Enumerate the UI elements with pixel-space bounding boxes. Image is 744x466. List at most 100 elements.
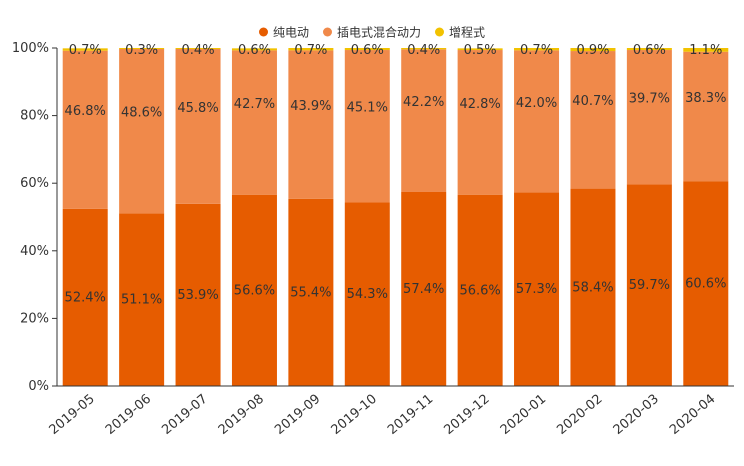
bar-segment bbox=[626, 50, 672, 185]
data-label: 43.9% bbox=[290, 99, 331, 114]
data-label: 58.4% bbox=[572, 280, 613, 295]
data-label: 46.8% bbox=[65, 104, 106, 119]
bars: 52.4% 46.8% 0.7% 51.1% 48.6% 0.3% 53.9% 45.8% 0.… bbox=[62, 43, 729, 386]
data-label: 42.7% bbox=[234, 97, 275, 112]
bar-segment bbox=[175, 49, 221, 204]
bar-segment bbox=[514, 192, 560, 386]
x-tick-label: 2019-07 bbox=[159, 392, 210, 438]
y-tick-label: 40% bbox=[20, 244, 49, 259]
bar-segment bbox=[683, 48, 729, 52]
bar-segment bbox=[62, 48, 108, 51]
bar-segment bbox=[401, 191, 447, 386]
data-label: 0.7% bbox=[294, 43, 327, 58]
legend-label: 增程式 bbox=[449, 25, 485, 40]
data-label: 0.5% bbox=[464, 43, 497, 58]
y-tick-label: 20% bbox=[20, 311, 49, 326]
bar-segment bbox=[175, 203, 221, 386]
bar-segment bbox=[514, 48, 560, 51]
legend-marker bbox=[323, 27, 332, 37]
y-axis: 0% 20% 40% 60% 80% 100% bbox=[12, 41, 58, 394]
bar-segment bbox=[626, 48, 672, 51]
data-label: 45.1% bbox=[347, 101, 388, 116]
bar-segment bbox=[570, 51, 616, 189]
x-tick-label: 2019-09 bbox=[272, 392, 323, 438]
data-label: 40.7% bbox=[572, 94, 613, 109]
data-label: 0.6% bbox=[633, 43, 666, 58]
data-label: 54.3% bbox=[347, 287, 388, 302]
bar-segment bbox=[288, 48, 334, 51]
legend-label: 纯电动 bbox=[273, 26, 309, 40]
x-tick-label: 2019-05 bbox=[47, 392, 98, 438]
bar-segment bbox=[457, 48, 503, 51]
legend-marker bbox=[435, 27, 444, 37]
data-label: 48.6% bbox=[121, 106, 162, 121]
data-label: 57.4% bbox=[403, 282, 444, 297]
x-tick-label: 2019-11 bbox=[385, 392, 436, 438]
data-label: 1.1% bbox=[689, 43, 722, 58]
bar-segment bbox=[401, 48, 447, 50]
x-axis: 2019-05 2019-06 2019-07 2019-08 2019-09 2019-… bbox=[47, 385, 734, 438]
data-label: 60.6% bbox=[685, 277, 726, 292]
bar-segment bbox=[231, 50, 277, 195]
bar-segment bbox=[683, 181, 729, 386]
bar-segment bbox=[344, 202, 390, 386]
x-tick-label: 2019-10 bbox=[329, 392, 380, 438]
data-label: 56.6% bbox=[234, 283, 275, 298]
data-label: 55.4% bbox=[290, 285, 331, 300]
data-label: 0.4% bbox=[407, 43, 440, 58]
bar-segment bbox=[344, 48, 390, 51]
y-tick-label: 80% bbox=[20, 109, 49, 124]
x-tick-label: 2020-01 bbox=[498, 392, 549, 438]
legend-label: 插电式混合动力 bbox=[337, 25, 421, 40]
data-label: 0.7% bbox=[520, 43, 553, 58]
data-label: 52.4% bbox=[65, 290, 106, 305]
bar-segment bbox=[119, 213, 165, 386]
bar-segment bbox=[231, 48, 277, 51]
y-tick-label: 60% bbox=[20, 176, 49, 191]
x-tick-label: 2020-03 bbox=[611, 392, 662, 438]
bar-segment bbox=[457, 50, 503, 195]
bar-segment bbox=[288, 198, 334, 386]
bar-segment bbox=[344, 50, 390, 203]
x-tick-label: 2019-06 bbox=[103, 392, 154, 438]
bar-segment bbox=[570, 188, 616, 386]
y-tick-label: 100% bbox=[12, 41, 49, 56]
data-label: 0.3% bbox=[125, 43, 158, 58]
data-label: 42.2% bbox=[403, 95, 444, 110]
data-label: 0.9% bbox=[576, 43, 609, 58]
data-label: 57.3% bbox=[516, 282, 557, 297]
bar-segment bbox=[626, 184, 672, 386]
bar-segment bbox=[119, 49, 165, 214]
bar-segment bbox=[62, 50, 108, 209]
bar-segment bbox=[514, 50, 560, 193]
bar-segment bbox=[683, 51, 729, 182]
bar-segment bbox=[288, 50, 334, 199]
data-label: 39.7% bbox=[629, 92, 670, 107]
x-tick-label: 2019-12 bbox=[441, 392, 492, 438]
data-label: 59.7% bbox=[629, 278, 670, 293]
data-label: 42.0% bbox=[516, 96, 557, 111]
bar-segment bbox=[570, 48, 616, 52]
data-label: 53.9% bbox=[177, 288, 218, 303]
x-tick-label: 2020-04 bbox=[667, 392, 718, 438]
bar-segment bbox=[119, 48, 165, 50]
data-label: 0.6% bbox=[238, 43, 271, 58]
data-label: 56.6% bbox=[459, 283, 500, 298]
bar-segment bbox=[457, 194, 503, 386]
data-label: 0.6% bbox=[351, 43, 384, 58]
x-tick-label: 2020-02 bbox=[554, 392, 605, 438]
data-label: 51.1% bbox=[121, 293, 162, 308]
y-tick-label: 0% bbox=[28, 379, 49, 394]
bar-segment bbox=[62, 208, 108, 386]
legend-marker bbox=[259, 27, 268, 37]
data-label: 0.4% bbox=[182, 43, 215, 58]
bar-segment bbox=[175, 48, 221, 50]
data-label: 42.8% bbox=[459, 97, 500, 112]
bar-segment bbox=[401, 49, 447, 192]
data-label: 38.3% bbox=[685, 91, 726, 106]
x-tick-label: 2019-08 bbox=[216, 392, 267, 438]
data-label: 45.8% bbox=[177, 101, 218, 116]
bar-segment bbox=[231, 194, 277, 386]
data-label: 0.7% bbox=[69, 43, 102, 58]
